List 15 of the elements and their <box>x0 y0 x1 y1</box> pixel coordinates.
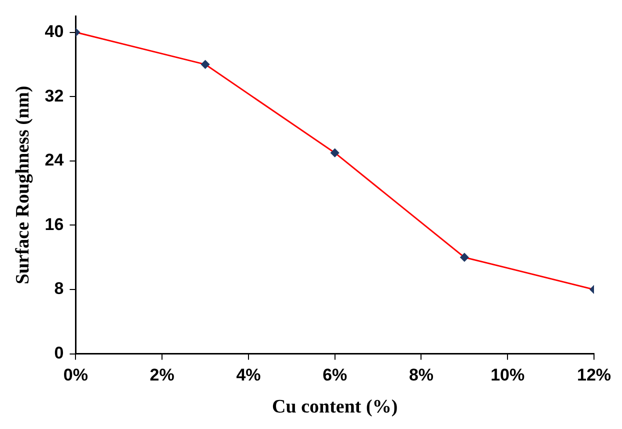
y-axis-title: Surface Roughness (nm) <box>12 86 34 284</box>
x-tick-label: 10% <box>490 366 525 385</box>
x-tick-label: 4% <box>236 366 261 385</box>
y-tick-label: 8 <box>54 279 64 298</box>
y-tick-label: 24 <box>44 150 64 170</box>
x-tick-label: 8% <box>408 366 434 385</box>
x-tick-label: 12% <box>576 366 612 385</box>
x-tick-label: 0% <box>63 366 88 385</box>
y-tick-label: 16 <box>44 214 64 234</box>
y-tick-label: 0 <box>54 343 64 362</box>
x-tick-label: 6% <box>322 366 348 385</box>
y-tick-label: 32 <box>44 86 64 106</box>
x-tick-label: 2% <box>150 366 174 385</box>
x-axis-title: Cu content (%) <box>272 396 398 418</box>
y-tick-label: 40 <box>44 22 64 41</box>
